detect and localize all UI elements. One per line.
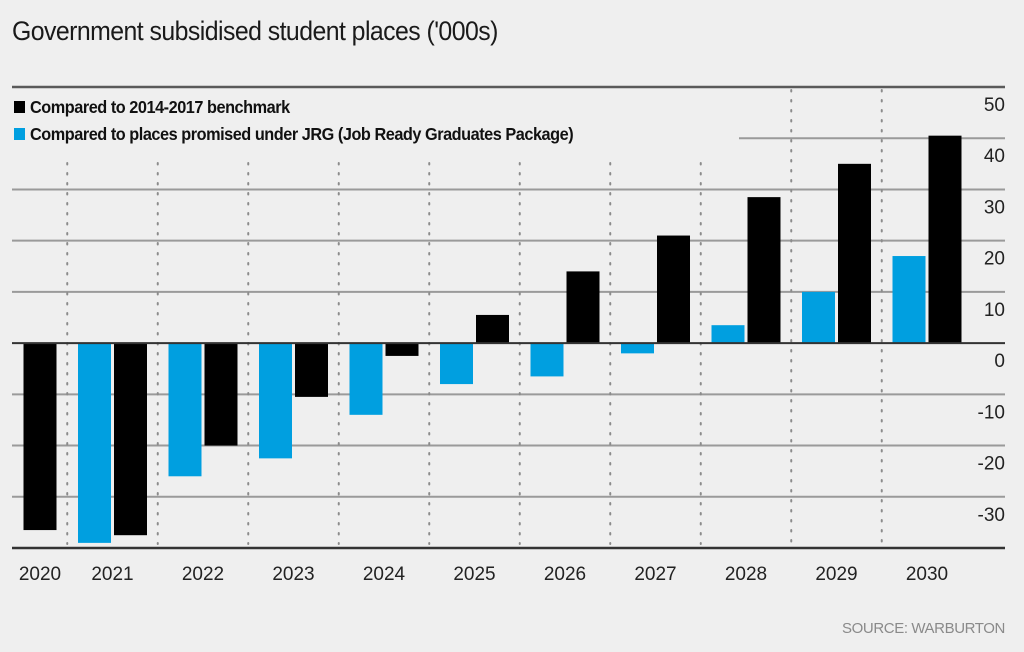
bar-jrg-2023: [259, 343, 292, 459]
y-tick-labels: 50 40 30 20 10 0 -10 -20 -30: [978, 95, 1005, 526]
legend-item-jrg: Compared to places promised under JRG (J…: [14, 123, 614, 144]
y-tick-label--20: -20: [978, 454, 1005, 475]
bar-benchmark-2028: [747, 197, 781, 344]
legend-swatch-jrg: [14, 128, 25, 140]
y-tick-label-40: 40: [984, 146, 1005, 167]
bar-jrg-2022: [168, 343, 202, 477]
x-tick-label-2023: 2023: [272, 564, 314, 585]
x-tick-label-2029: 2029: [815, 564, 857, 585]
y-tick-label-10: 10: [984, 300, 1005, 321]
bar-benchmark-2024: [385, 343, 419, 356]
chart-title: Government subsidised student places ('0…: [12, 16, 498, 46]
bar-benchmark-2027: [657, 235, 690, 344]
x-tick-label-2028: 2028: [725, 564, 767, 585]
bar-benchmark-2023: [295, 343, 328, 397]
y-tick-label-20: 20: [984, 249, 1005, 270]
bar-jrg-2027: [621, 343, 654, 354]
bar-jrg-2029: [802, 291, 835, 344]
x-tick-label-2030: 2030: [906, 564, 948, 585]
legend-swatch-benchmark: [14, 101, 25, 113]
x-tick-label-2026: 2026: [544, 564, 586, 585]
y-tick-label-30: 30: [984, 197, 1005, 218]
bar-jrg-2026: [530, 343, 564, 377]
x-tick-label-2024: 2024: [363, 564, 406, 585]
bar-benchmark-2022: [204, 343, 238, 446]
legend-label-benchmark: Compared to 2014-2017 benchmark: [30, 96, 290, 117]
bar-benchmark-2030: [928, 135, 962, 344]
bar-benchmark-2025: [476, 314, 509, 344]
bar-jrg-2030: [892, 256, 926, 344]
y-tick-label-0: 0: [994, 351, 1005, 372]
y-tick-label--30: -30: [978, 505, 1005, 526]
bars: [23, 135, 962, 543]
bar-benchmark-2021: [114, 343, 147, 536]
bar-benchmark-2020: [23, 343, 57, 531]
legend-item-benchmark: Compared to 2014-2017 benchmark: [14, 96, 309, 117]
source-note: SOURCE: WARBURTON: [842, 620, 1005, 637]
x-tick-label-2027: 2027: [634, 564, 676, 585]
x-tick-label-2022: 2022: [182, 564, 224, 585]
bar-jrg-2028: [711, 325, 745, 344]
x-tick-label-2025: 2025: [453, 564, 495, 585]
bar-jrg-2021: [78, 343, 111, 543]
bar-jrg-2025: [440, 343, 473, 385]
x-tick-labels: 2020 2021 2022 2023 2024 2025 2026 2027 2028 2029…: [19, 564, 948, 585]
y-tick-label-50: 50: [984, 95, 1005, 116]
x-tick-label-2021: 2021: [91, 564, 133, 585]
legend-label-jrg: Compared to places promised under JRG (J…: [30, 123, 574, 144]
bar-jrg-2024: [349, 343, 383, 415]
bar-benchmark-2029: [838, 163, 871, 344]
y-tick-label--10: -10: [978, 402, 1005, 423]
bar-benchmark-2026: [566, 271, 600, 344]
x-tick-label-2020: 2020: [19, 564, 61, 585]
axes: [12, 342, 1005, 550]
year-separators: [66, 89, 883, 545]
